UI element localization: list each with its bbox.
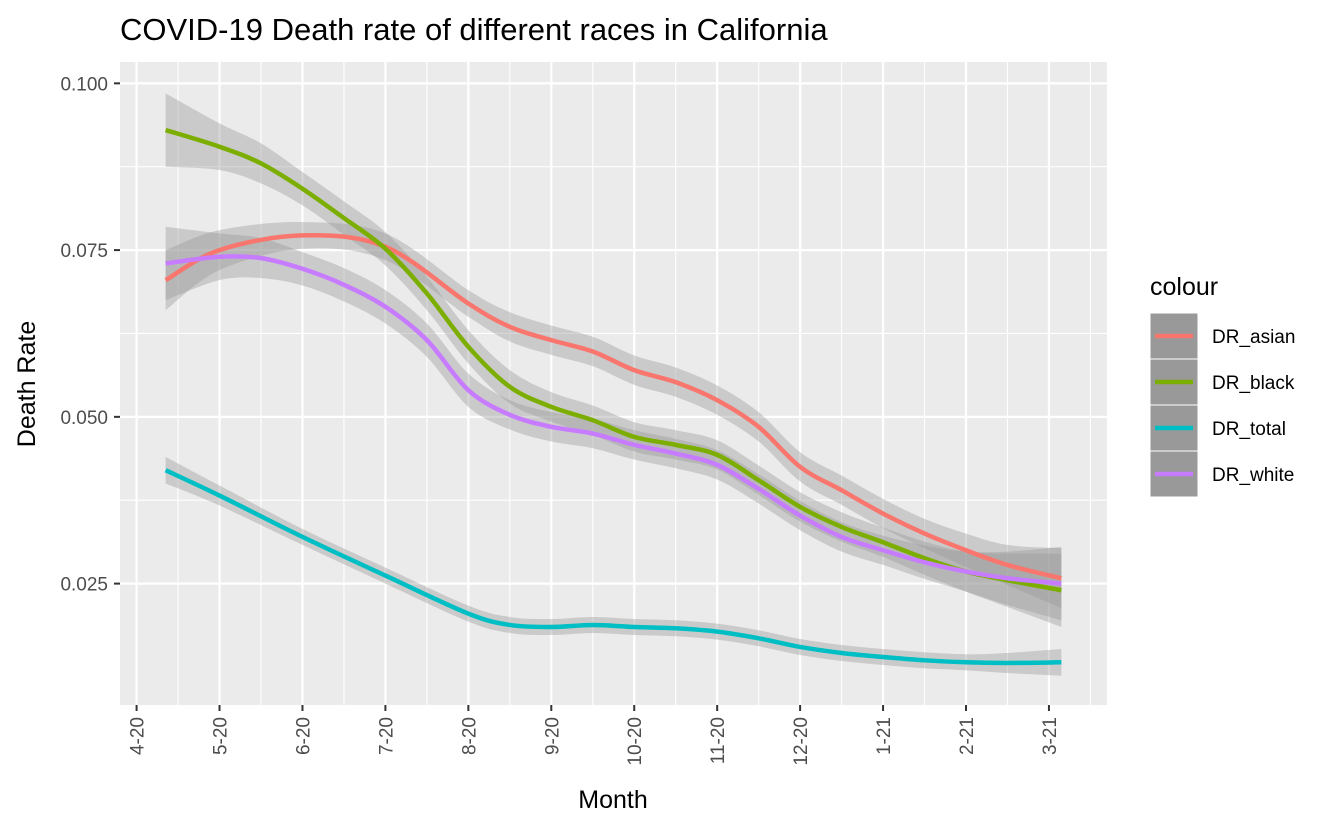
series-line-DR_asian [164,233,1062,581]
x-tick-label: 1-21 [874,717,895,755]
legend-label-DR_asian: DR_asian [1212,327,1295,348]
confidence-band-DR_total [165,456,1062,676]
x-tick-label: 2-21 [957,717,978,755]
x-tick-label: 9-20 [542,717,563,755]
series-line-layer [164,127,1062,666]
x-tick-label: 4-20 [128,717,149,755]
legend-label-DR_black: DR_black [1212,373,1295,394]
series-line-DR_black [164,127,1062,593]
x-tick-label: 8-20 [459,717,480,755]
chart-title: COVID-19 Death rate of different races i… [120,12,828,47]
x-tick-label: 10-20 [625,717,646,766]
x-tick-label: 11-20 [708,717,729,764]
series-line-DR_white [165,254,1062,586]
confidence-band-DR_white [165,226,1062,621]
x-tick-label: 5-20 [211,717,232,755]
legend-label-DR_total: DR_total [1212,419,1286,440]
y-axis-title: Death Rate [13,321,41,447]
legend: colour DR_asian DR_black DR_total DR_white [1149,273,1295,498]
y-tick-label: 0.075 [60,241,108,262]
plot-panel [120,62,1107,705]
x-tick-label: 6-20 [293,717,314,755]
legend-title: colour [1150,273,1218,301]
x-tick-label: 7-20 [376,717,397,755]
series-line-DR_total [164,468,1062,666]
y-tick-label: 0.100 [60,74,108,95]
y-tick-label: 0.050 [60,408,108,429]
legend-label-DR_white: DR_white [1212,465,1294,486]
x-axis-title: Month [578,786,647,814]
axis-layer: 0.025 0.050 0.075 0.100 4-20 5-20 6-20 7-20 8-20… [60,74,1060,765]
y-tick-label: 0.025 [60,575,108,596]
x-tick-label: 3-21 [1040,717,1061,755]
x-tick-label: 12-20 [791,717,812,766]
